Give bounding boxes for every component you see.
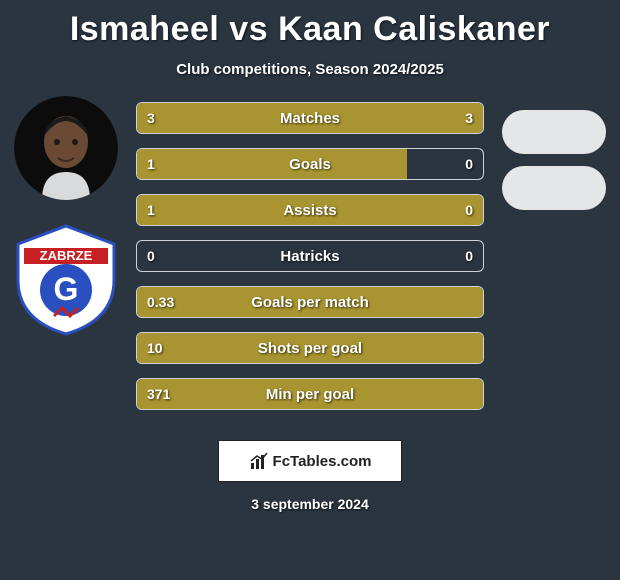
stat-label: Hatricks — [137, 241, 483, 271]
player2-club-placeholder — [502, 166, 606, 210]
player1-column: ZABRZE G — [6, 96, 126, 336]
stat-label: Goals per match — [137, 287, 483, 317]
player1-portrait — [14, 96, 118, 200]
stat-bar: 00Hatricks — [136, 240, 484, 272]
date-text: 3 september 2024 — [0, 496, 620, 512]
player2-column — [494, 96, 614, 210]
stat-bar: 10Shots per goal — [136, 332, 484, 364]
brand-text: FcTables.com — [273, 453, 372, 470]
stat-bar: 371Min per goal — [136, 378, 484, 410]
brand-chart-icon — [249, 451, 269, 471]
brand-box[interactable]: FcTables.com — [218, 440, 402, 482]
stat-label: Matches — [137, 103, 483, 133]
club-badge-text: ZABRZE — [40, 248, 93, 263]
title-player1: Ismaheel — [70, 10, 220, 48]
stat-bar: 10Assists — [136, 194, 484, 226]
stat-bar: 10Goals — [136, 148, 484, 180]
stat-bar: 33Matches — [136, 102, 484, 134]
comparison-panel: ZABRZE G 33Matches 10Goals 10Assists 00Hatr… — [0, 102, 620, 422]
subtitle: Club competitions, Season 2024/2025 — [0, 61, 620, 78]
stat-label: Min per goal — [137, 379, 483, 409]
stat-label: Goals — [137, 149, 483, 179]
stat-label: Shots per goal — [137, 333, 483, 363]
page-title: Ismaheel vs Kaan Caliskaner — [0, 0, 620, 49]
player2-portrait-placeholder — [502, 110, 606, 154]
stat-label: Assists — [137, 195, 483, 225]
stat-bars: 33Matches 10Goals 10Assists 00Hatricks 0.33G… — [136, 102, 484, 424]
title-vs: vs — [229, 10, 268, 48]
title-player2: Kaan Caliskaner — [278, 10, 550, 48]
stat-bar: 0.33Goals per match — [136, 286, 484, 318]
player1-club-badge: ZABRZE G — [14, 224, 118, 336]
svg-text:G: G — [54, 271, 79, 307]
